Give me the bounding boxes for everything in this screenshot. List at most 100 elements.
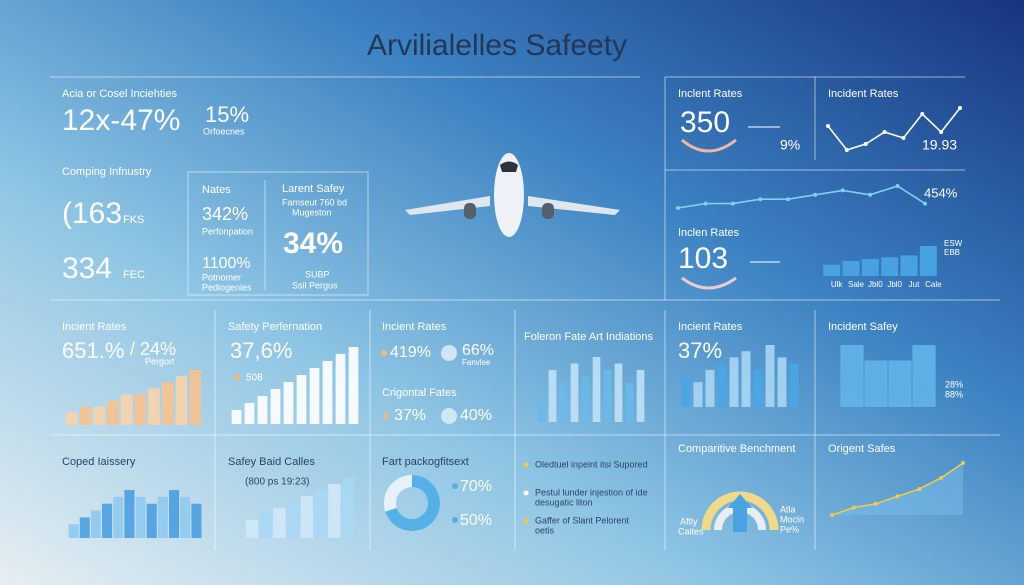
label: Incient Rates [678,321,743,333]
title: Arvilialelles Safeety [367,29,627,62]
value: 12x-47% [62,104,180,137]
bar [175,376,188,425]
point [785,197,790,202]
bar [107,400,119,425]
label: Nates [202,184,231,196]
bar [888,360,912,407]
label: Inclen Rates [678,227,740,239]
point [868,192,873,197]
point [813,192,818,197]
point [873,501,878,506]
label: Acia or Cosel Inciehties [62,88,177,100]
value: 19.93 [922,137,957,153]
bar [823,264,841,276]
bar [335,354,346,424]
label: Incient Rates [382,321,447,333]
x-tick-label: Jbl0 [868,280,883,289]
label: Safety Perfernation [228,321,322,333]
value: / 24% [130,339,176,359]
bar [559,383,568,422]
value: 34% [283,227,343,260]
point [758,197,763,202]
bar [189,370,201,425]
legend: 88% [945,389,963,399]
point [923,201,927,206]
gauge [701,491,779,532]
area [832,463,963,515]
bar [777,357,787,407]
bar [283,382,294,424]
point [895,494,900,499]
bullet [452,483,458,489]
value: 66% [462,342,494,359]
separators [50,76,1000,550]
bullet [523,518,529,524]
value: 103 [678,242,728,275]
label: Comping Infnustry [62,166,152,178]
bar [68,524,79,538]
bar [270,389,281,424]
line [827,107,961,151]
bullet [523,462,529,468]
bar [570,363,579,422]
x-tick-label: Jut [909,280,920,289]
point [939,475,944,480]
bullet [383,413,389,419]
bar [113,496,124,538]
note: Ssil Pergus [292,280,338,290]
label: Foleron Fate Art Indiations [524,331,654,343]
bar [286,502,300,538]
bar [581,376,590,422]
point [844,148,849,152]
value: 9% [780,137,800,153]
bar [296,375,307,424]
x-tick-label: Sale [848,280,865,289]
bar [79,406,92,425]
bar [919,246,937,276]
bar [134,394,147,425]
bar [614,363,623,422]
bar [900,255,918,276]
note: Atla [780,504,796,514]
item-sub: oetis [535,525,555,535]
label: Incident Safey [828,321,898,333]
bar [135,496,146,538]
x-tick-label: Jbl0 [887,280,902,289]
label: Coped Iaissery [62,456,136,468]
bar [79,517,90,538]
bullet [234,374,240,380]
bar [537,402,546,422]
bar [789,363,799,407]
bar [90,510,101,538]
item-sub: desugatic liton [535,497,593,507]
note: Potnomer [202,272,241,282]
bar [124,490,135,538]
bar [603,370,612,422]
x-tick-label: Ulk [831,280,844,289]
value: 454% [924,185,958,200]
note: Pergort [145,356,175,366]
bar [636,370,645,422]
note: Fanvlee [462,358,491,367]
label: Larent Safey [282,183,345,195]
label: Incient Rates [62,321,127,333]
note: Aftly [680,516,698,526]
value: 419% [390,344,431,361]
bar [912,345,936,407]
bar [191,503,202,538]
note: Caites [678,526,704,536]
bar [314,490,327,538]
legend: 28% [945,379,963,389]
bar [681,376,691,407]
x-tick-label: Cale [925,280,942,289]
label: Safey Baid Calles [228,456,315,468]
bar [741,351,751,407]
unit: FKS [123,214,144,226]
bar [753,369,763,407]
bullet [523,490,529,496]
value: 37% [394,407,426,424]
bar [257,396,268,424]
value: 37% [678,338,722,363]
bar [864,360,888,407]
bar [146,503,157,538]
